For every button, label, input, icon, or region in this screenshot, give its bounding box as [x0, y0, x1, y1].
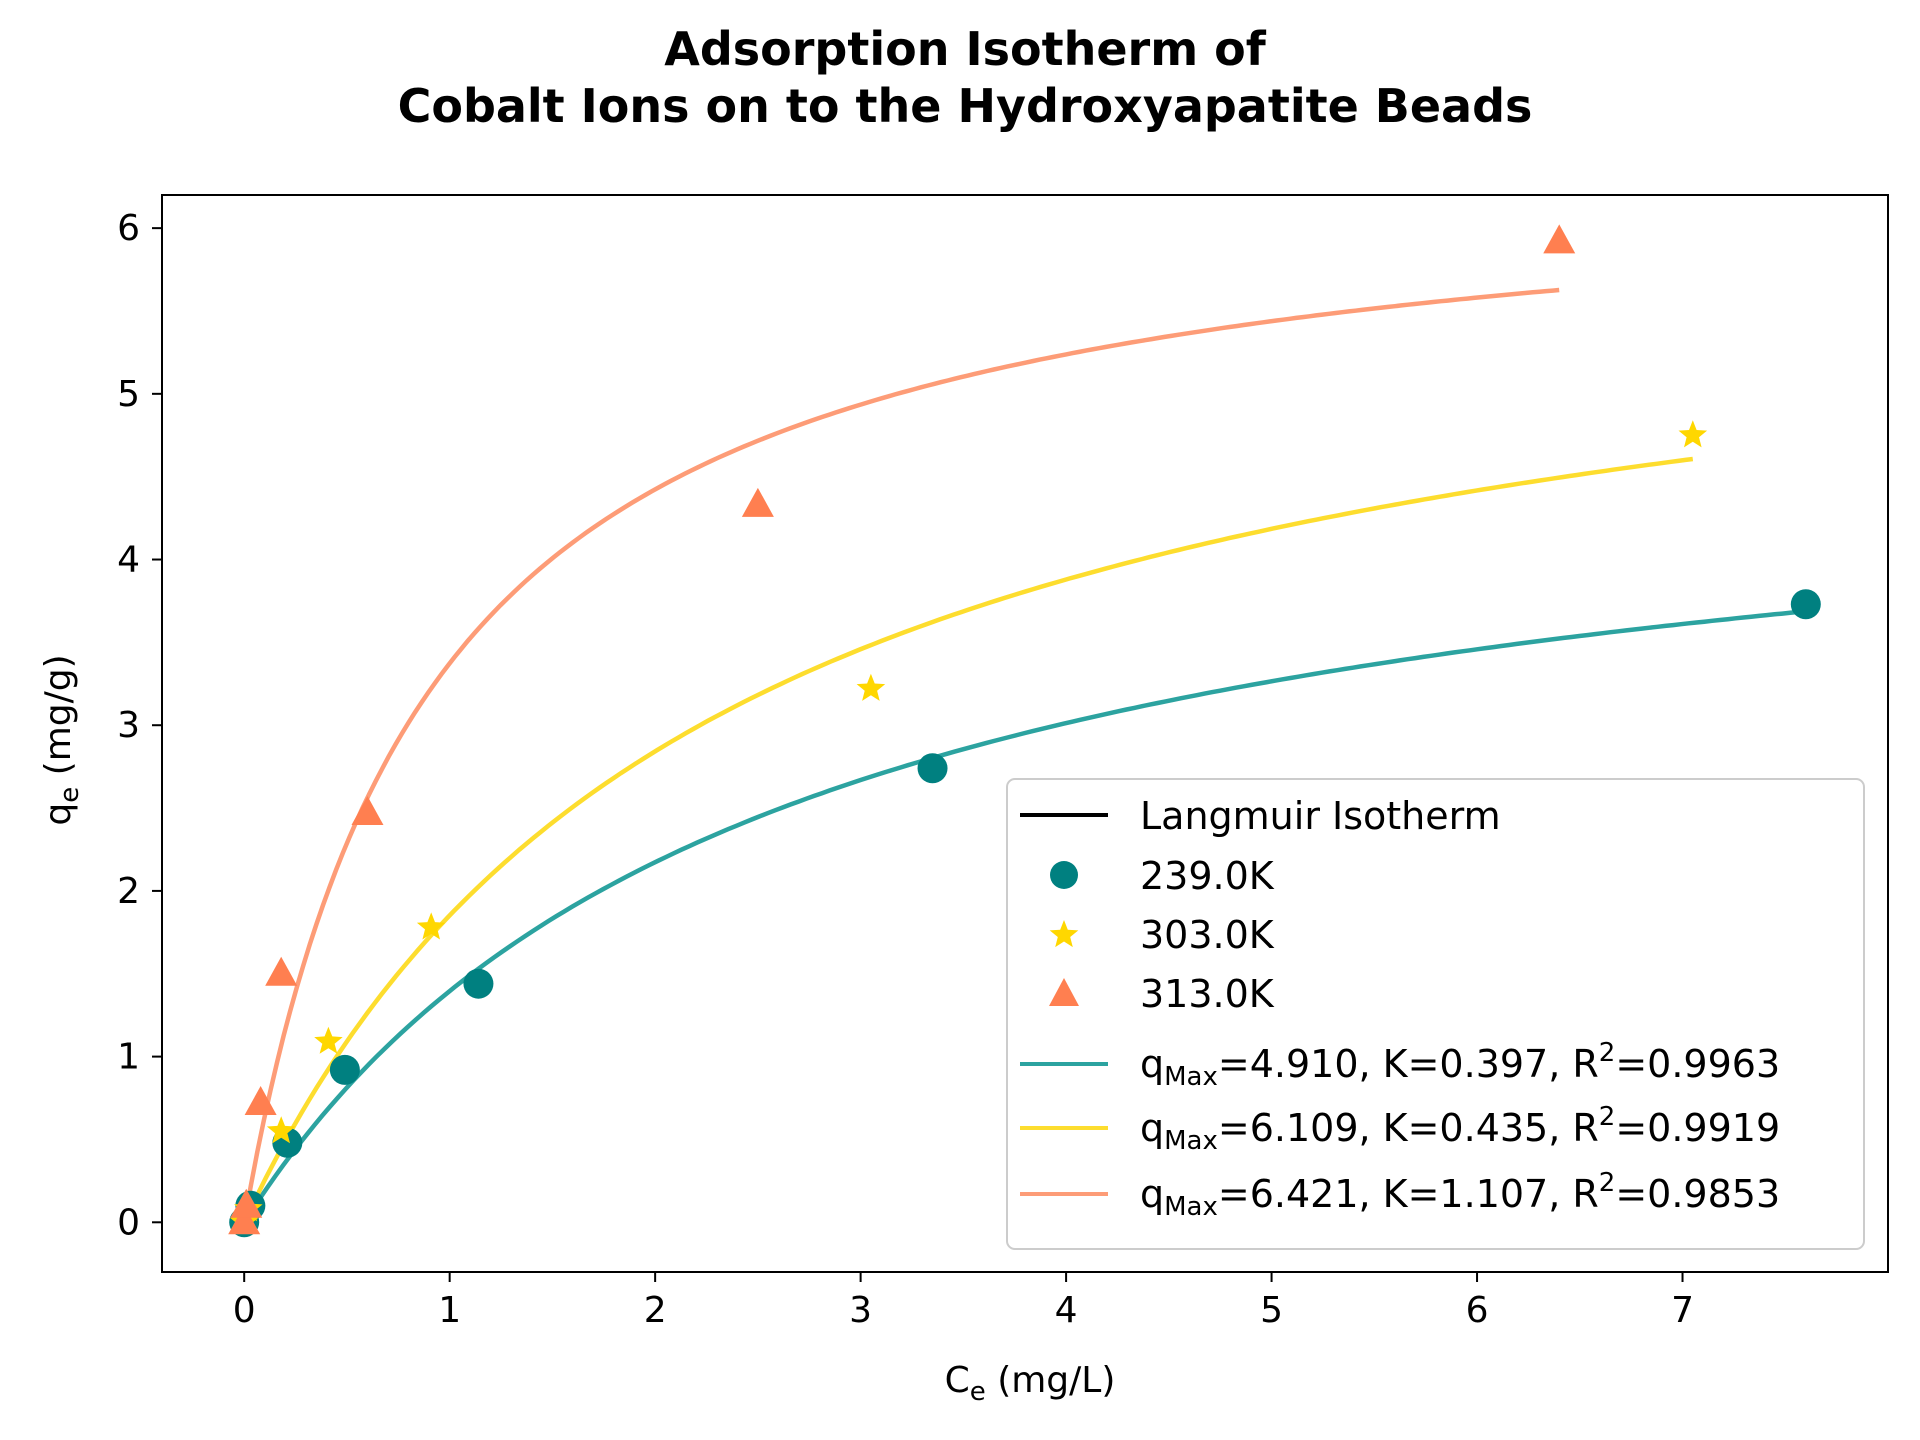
marker-303.0K	[314, 1026, 343, 1054]
marker-313.0K	[1543, 224, 1576, 254]
y-tick-label: 3	[117, 705, 140, 746]
x-axis-ticks: 0 1 2 3 4 5 6 7	[233, 1272, 1694, 1331]
marker-313.0K	[351, 796, 384, 826]
legend-label-303k: 303.0K	[1140, 913, 1275, 957]
marker-239.0K	[329, 1054, 360, 1085]
chart-title-line-1: Adsorption Isotherm of	[664, 22, 1267, 76]
y-axis-ticks: 0 1 2 3 4 5 6	[117, 208, 162, 1243]
marker-303.0K	[266, 1116, 296, 1144]
legend-marker-239k	[1050, 861, 1078, 889]
chart-title-line-2: Cobalt Ions on to the Hydroxyapatite Bea…	[398, 79, 1533, 133]
marker-303.0K	[1678, 420, 1708, 448]
x-tick-label: 2	[644, 1290, 667, 1331]
plot-frame	[161, 194, 1889, 1273]
legend: Langmuir Isotherm 239.0K 303.0K 313.0K q…	[1006, 778, 1865, 1250]
marker-239.0K	[1790, 589, 1821, 620]
plot-area	[228, 224, 1821, 1238]
marker-303.0K	[856, 673, 886, 701]
y-tick-label: 4	[117, 540, 140, 581]
x-axis-label: Ce (mg/L)	[945, 1360, 1116, 1407]
legend-marker-303k	[1049, 920, 1079, 948]
x-tick-label: 4	[1055, 1290, 1078, 1331]
legend-fit-label-303k: qMax=6.109, K=0.435, R2=0.9919	[1140, 1102, 1780, 1156]
x-tick-label: 7	[1671, 1290, 1694, 1331]
fit-curves	[241, 287, 1807, 1224]
marker-239.0K	[463, 968, 494, 999]
y-tick-label: 0	[117, 1202, 140, 1243]
y-tick-label: 6	[117, 208, 140, 249]
x-tick-label: 0	[233, 1290, 256, 1331]
fit-curve-1	[242, 456, 1694, 1224]
y-axis-label: qe (mg/g)	[38, 654, 85, 825]
marker-313.0K	[228, 1205, 261, 1235]
legend-fit-label-239k: qMax=4.910, K=0.397, R2=0.9963	[1140, 1038, 1780, 1092]
legend-label-239k: 239.0K	[1140, 854, 1275, 898]
x-tick-label: 1	[438, 1290, 461, 1331]
fit-curve-0	[242, 609, 1807, 1224]
legend-header-label: Langmuir Isotherm	[1140, 794, 1501, 838]
legend-fit-label-313k: qMax=6.421, K=1.107, R2=0.9853	[1140, 1168, 1780, 1222]
fit-curve-2	[241, 287, 1560, 1223]
marker-313.0K	[741, 487, 774, 517]
legend-box	[1006, 778, 1865, 1250]
legend-label-313k: 313.0K	[1140, 972, 1275, 1016]
x-tick-label: 6	[1466, 1290, 1489, 1331]
marker-303.0K	[416, 912, 446, 940]
legend-marker-313k	[1049, 978, 1079, 1006]
y-tick-label: 1	[117, 1037, 140, 1078]
marker-313.0K	[244, 1085, 277, 1115]
marker-313.0K	[230, 1188, 263, 1218]
x-tick-label: 3	[849, 1290, 872, 1331]
y-tick-label: 2	[117, 871, 140, 912]
x-tick-label: 5	[1260, 1290, 1283, 1331]
y-tick-label: 5	[117, 374, 140, 415]
data-markers	[228, 224, 1821, 1238]
marker-313.0K	[265, 956, 298, 986]
marker-239.0K	[917, 753, 948, 784]
